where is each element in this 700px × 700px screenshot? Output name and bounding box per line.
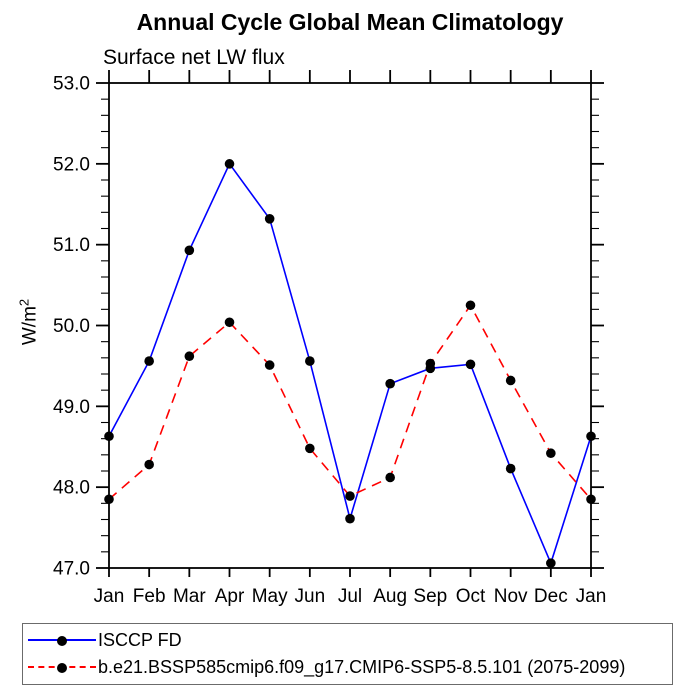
- data-point-marker: [224, 317, 235, 328]
- data-point-marker: [465, 300, 476, 311]
- data-point-marker: [184, 245, 195, 256]
- x-tick-label: Jan: [576, 586, 607, 607]
- data-point-marker: [425, 358, 436, 369]
- x-tick-label: Mar: [173, 586, 206, 607]
- data-point-marker: [586, 431, 596, 442]
- x-tick-label: Apr: [215, 586, 245, 607]
- data-point-marker: [184, 351, 195, 362]
- y-tick-label: 50.0: [53, 316, 90, 337]
- data-point-marker: [546, 448, 556, 459]
- y-tick-label: 48.0: [53, 478, 90, 499]
- legend-marker-icon: [57, 662, 67, 673]
- chart-title: Annual Cycle Global Mean Climatology: [136, 9, 564, 35]
- legend-line-sample: [28, 635, 96, 646]
- y-tick-label: 49.0: [53, 397, 90, 418]
- data-point-marker: [305, 443, 315, 454]
- x-tick-label: Jun: [295, 586, 326, 607]
- series-line-solid: [108, 162, 592, 566]
- data-point-marker: [224, 159, 235, 169]
- x-tick-label: Jan: [94, 586, 125, 607]
- data-point-marker: [264, 214, 275, 224]
- x-tick-label: Feb: [133, 586, 166, 607]
- x-tick-label: Sep: [413, 586, 447, 607]
- chart-subtitle: Surface net LW flux: [103, 46, 285, 69]
- data-point-marker: [505, 463, 516, 474]
- x-tick-label: May: [252, 586, 288, 607]
- data-point-marker: [144, 459, 154, 470]
- y-tick-label: 51.0: [53, 235, 90, 256]
- data-point-marker: [264, 360, 275, 370]
- data-point-marker: [586, 494, 596, 505]
- legend-label: b.e21.BSSP585cmip6.f09_g17.CMIP6-SSP5-8.…: [98, 657, 626, 677]
- x-tick-label: Aug: [373, 586, 407, 607]
- data-point-marker: [505, 375, 516, 386]
- data-point-marker: [345, 513, 355, 524]
- data-point-marker: [385, 378, 395, 389]
- y-tick-label: 53.0: [53, 74, 90, 95]
- data-point-marker: [305, 356, 315, 366]
- x-tick-label: Dec: [534, 586, 568, 607]
- x-tick-label: Oct: [456, 586, 486, 607]
- x-tick-label: Nov: [494, 586, 528, 607]
- data-point-marker: [104, 431, 114, 442]
- data-point-marker: [546, 558, 556, 568]
- data-point-marker: [465, 359, 476, 370]
- data-point-marker: [385, 472, 395, 483]
- legend-marker-icon: [57, 635, 67, 646]
- legend-item: b.e21.BSSP585cmip6.f09_g17.CMIP6-SSP5-8.…: [28, 654, 672, 681]
- legend-label: ISCCP FD: [98, 630, 182, 650]
- data-point-marker: [104, 494, 114, 505]
- legend-line-sample: [28, 662, 96, 673]
- legend: ISCCP FD b.e21.BSSP585cmip6.f09_g17.CMIP6…: [22, 623, 673, 685]
- legend-item: ISCCP FD: [28, 627, 672, 654]
- y-tick-label: 52.0: [53, 154, 90, 175]
- data-point-marker: [345, 491, 355, 501]
- data-point-marker: [144, 356, 154, 366]
- x-tick-label: Jul: [338, 586, 362, 607]
- y-tick-label: 47.0: [53, 559, 90, 580]
- series-line-dashed: [108, 303, 592, 500]
